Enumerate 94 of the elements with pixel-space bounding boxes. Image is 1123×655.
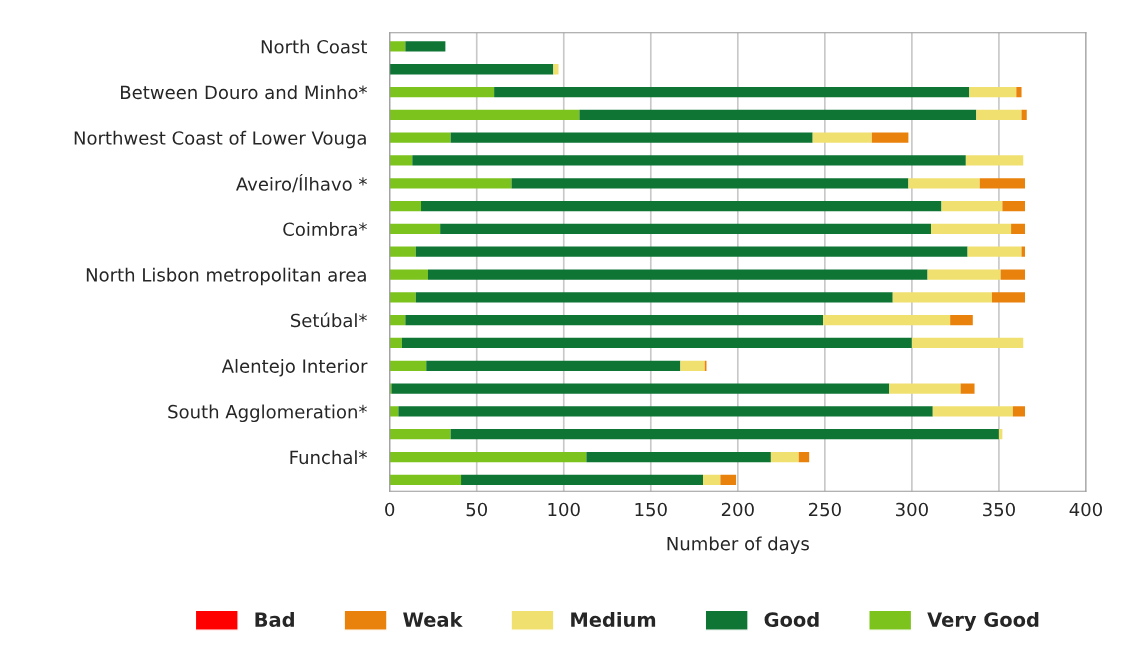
bar [389, 474, 462, 485]
bar [391, 383, 890, 394]
bar [927, 269, 1001, 280]
bar [450, 132, 813, 143]
bar [405, 41, 446, 52]
bar [427, 269, 928, 280]
y-tick-label: South Agglomeration* [168, 404, 367, 423]
bar [389, 178, 512, 189]
x-tick-label: 400 [1069, 502, 1102, 517]
bar [415, 292, 893, 303]
bar [871, 132, 909, 143]
x-axis-title: Number of days [667, 536, 809, 554]
bar [932, 406, 1013, 417]
bar [389, 155, 413, 166]
bar [450, 429, 999, 440]
bar [426, 360, 681, 371]
bar [950, 315, 973, 326]
bar [389, 360, 427, 371]
legend-label: Weak [403, 611, 463, 628]
bar [798, 451, 810, 463]
bar [389, 315, 406, 326]
bar [703, 474, 721, 485]
bar [389, 86, 495, 98]
bar [401, 337, 912, 349]
bar [1002, 200, 1026, 212]
bar [389, 451, 587, 463]
bar [941, 200, 1003, 212]
y-tick-label: Aveiro/Ílhavo * [236, 173, 367, 193]
bar [389, 41, 406, 52]
bar [931, 223, 1012, 235]
x-tick-label: 100 [548, 502, 580, 517]
bar [892, 292, 992, 303]
bar [1000, 269, 1026, 280]
bar [398, 406, 933, 417]
bar [389, 406, 399, 417]
bar [911, 337, 1024, 349]
bar [389, 132, 451, 143]
bar [461, 474, 703, 485]
x-tick-label: 250 [808, 502, 841, 517]
y-tick-label: Between Douro and Minho* [121, 85, 367, 100]
bar [720, 474, 737, 485]
bar [389, 64, 554, 75]
bar [823, 315, 951, 326]
bar [389, 429, 451, 440]
y-tick-label: Funchal* [290, 450, 367, 465]
x-tick-label: 350 [983, 502, 1015, 517]
bar [1021, 109, 1027, 120]
bar [553, 64, 559, 75]
bar [967, 246, 1022, 257]
bar [389, 109, 580, 120]
bar [579, 109, 977, 120]
y-tick-label: North Lisbon metropolitan area [86, 267, 366, 286]
bar [1012, 406, 1026, 417]
bar [511, 178, 909, 189]
bar [415, 246, 968, 257]
bar [586, 451, 771, 463]
bar [960, 383, 975, 394]
bar [889, 383, 961, 394]
y-tick-label: North Coast [261, 39, 368, 54]
bar [421, 200, 942, 212]
bar [991, 292, 1026, 303]
bar [440, 223, 932, 235]
y-tick-label: Setúbal* [290, 312, 367, 328]
bar [405, 315, 824, 326]
legend-label: Medium [571, 611, 656, 628]
bar [389, 292, 416, 303]
bar [389, 246, 416, 257]
y-tick-label: Coimbra* [283, 222, 367, 237]
legend-label: Very Good [927, 611, 1039, 631]
y-tick-label: Northwest Coast of Lower Vouga [74, 130, 366, 149]
bar [389, 223, 441, 235]
x-tick-label: 300 [896, 502, 928, 517]
bar [965, 155, 1024, 166]
bar [412, 155, 966, 166]
bar [969, 86, 1017, 98]
bar [1011, 223, 1026, 235]
bar [494, 86, 970, 98]
bar [770, 451, 799, 463]
y-tick-label: Alentejo Interior [221, 358, 368, 377]
bar [979, 178, 1026, 189]
bar [680, 360, 705, 371]
bar [389, 200, 422, 212]
x-tick-label: 200 [721, 502, 754, 517]
bar [812, 132, 872, 143]
bar [389, 269, 428, 280]
bar [976, 109, 1022, 120]
x-tick-label: 0 [385, 502, 395, 517]
bar [908, 178, 980, 189]
legend-label: Bad [255, 611, 294, 628]
x-tick-label: 50 [466, 502, 487, 517]
legend-label: Good [764, 611, 819, 628]
bar [389, 337, 402, 349]
bar [1016, 86, 1022, 98]
x-tick-label: 150 [635, 502, 667, 517]
